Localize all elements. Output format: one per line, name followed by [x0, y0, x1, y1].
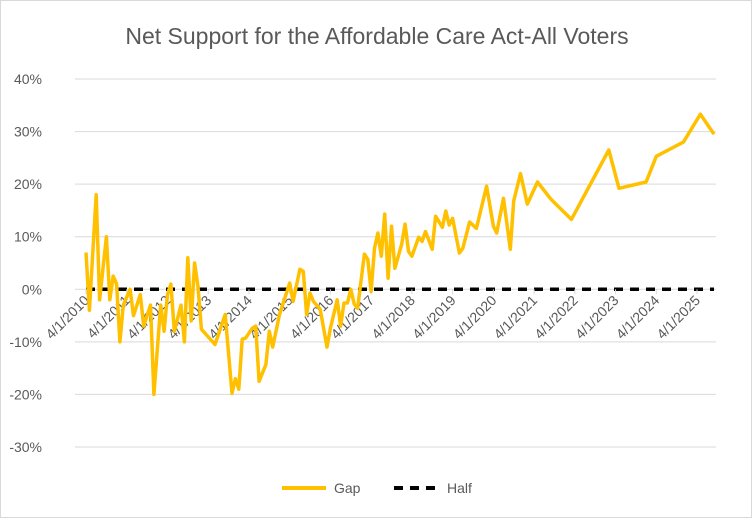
chart-title: Net Support for the Affordable Care Act-…	[125, 23, 628, 49]
y-tick-label: 40%	[14, 71, 42, 87]
x-tick-label: 4/1/2023	[572, 292, 622, 342]
legend: Gap Half	[282, 480, 472, 496]
y-tick-label: -10%	[9, 334, 42, 350]
x-tick-label: 4/1/2025	[653, 292, 703, 342]
series-gap-line	[86, 114, 714, 394]
x-tick-label: 4/1/2021	[490, 292, 540, 342]
legend-half-label: Half	[447, 480, 472, 496]
legend-gap-label: Gap	[334, 480, 361, 496]
x-tick-label: 4/1/2010	[42, 292, 92, 342]
x-tick-label: 4/1/2020	[450, 292, 500, 342]
x-tick-label: 4/1/2019	[409, 292, 459, 342]
y-tick-label: -20%	[9, 386, 42, 402]
y-tick-label: 10%	[14, 229, 42, 245]
y-tick-label: -30%	[9, 439, 42, 455]
x-tick-label: 4/1/2018	[368, 292, 418, 342]
x-tick-label: 4/1/2024	[613, 292, 663, 342]
x-tick-label: 4/1/2022	[531, 292, 581, 342]
y-tick-label: 30%	[14, 124, 42, 140]
y-tick-label: 20%	[14, 176, 42, 192]
y-tick-label: 0%	[22, 281, 42, 297]
